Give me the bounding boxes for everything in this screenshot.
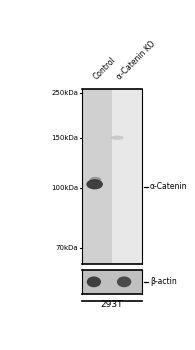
Ellipse shape bbox=[87, 276, 101, 287]
Ellipse shape bbox=[117, 276, 131, 287]
Ellipse shape bbox=[90, 177, 101, 182]
Text: 70kDa: 70kDa bbox=[55, 245, 78, 251]
Text: α-Catenin: α-Catenin bbox=[150, 182, 187, 191]
Text: α-Catenin KO: α-Catenin KO bbox=[115, 39, 158, 81]
Text: 150kDa: 150kDa bbox=[51, 135, 78, 141]
Text: 293T: 293T bbox=[101, 300, 123, 309]
Ellipse shape bbox=[111, 135, 124, 140]
Bar bbox=[82, 270, 142, 294]
Text: 100kDa: 100kDa bbox=[51, 184, 78, 190]
Bar bbox=[112, 89, 142, 264]
Bar bbox=[82, 89, 112, 264]
Ellipse shape bbox=[86, 179, 103, 189]
Text: 250kDa: 250kDa bbox=[51, 90, 78, 96]
Text: Control: Control bbox=[91, 55, 117, 81]
Text: β-actin: β-actin bbox=[150, 277, 176, 286]
